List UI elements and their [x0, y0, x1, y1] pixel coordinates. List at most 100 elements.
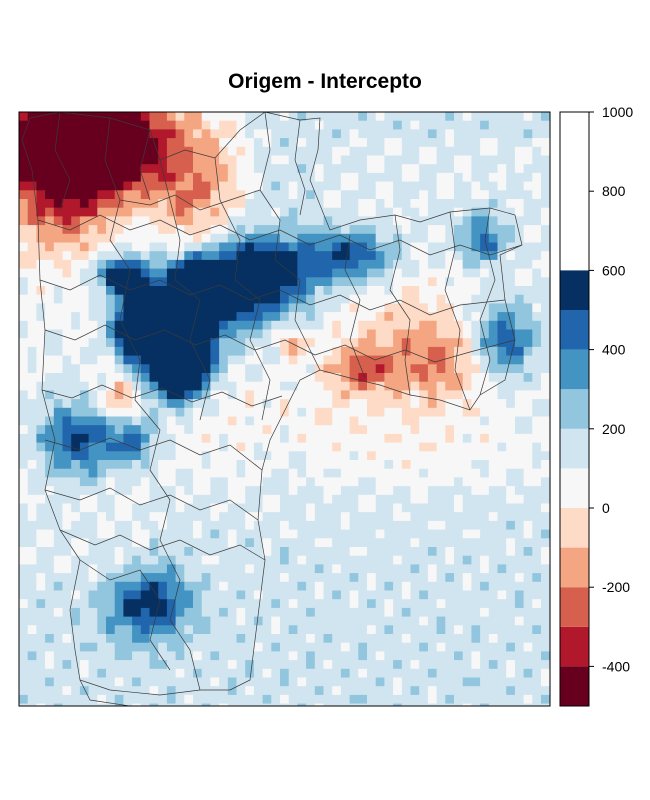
heatmap-cell: [262, 146, 272, 157]
heatmap-cell: [19, 486, 29, 496]
heatmap-cell: [340, 155, 351, 165]
heatmap-cell: [375, 216, 385, 226]
heatmap-cell: [123, 564, 133, 574]
heatmap-cell: [71, 425, 81, 435]
heatmap-cell: [201, 642, 211, 652]
heatmap-cell: [288, 529, 298, 539]
heatmap-cell: [227, 573, 238, 583]
heatmap-cell: [79, 433, 90, 444]
heatmap-cell: [401, 199, 412, 209]
heatmap-cell: [193, 294, 203, 304]
heatmap-cell: [53, 303, 64, 313]
heatmap-cell: [454, 120, 464, 130]
heatmap-cell: [88, 312, 98, 322]
heatmap-cell: [332, 329, 342, 339]
heatmap-cell: [106, 425, 116, 435]
heatmap-cell: [323, 338, 333, 348]
heatmap-cell: [462, 599, 472, 609]
heatmap-cell: [367, 355, 377, 365]
heatmap-cell: [149, 494, 159, 505]
heatmap-cell: [140, 625, 151, 635]
heatmap-cell: [262, 634, 272, 644]
heatmap-cell: [62, 120, 72, 130]
heatmap-cell: [27, 259, 37, 270]
heatmap-cell: [62, 138, 72, 148]
heatmap-cell: [340, 573, 351, 583]
heatmap-cell: [158, 172, 168, 183]
heatmap-cell: [488, 503, 499, 513]
heatmap-cell: [323, 216, 333, 226]
heatmap-cell: [114, 642, 124, 652]
heatmap-cell: [393, 312, 403, 322]
heatmap-cell: [36, 199, 46, 209]
heatmap-cell: [97, 416, 107, 426]
heatmap-cell: [97, 294, 107, 304]
heatmap-cell: [184, 286, 194, 296]
heatmap-cell: [88, 172, 98, 183]
heatmap-cell: [506, 390, 516, 400]
heatmap-cell: [184, 581, 194, 592]
heatmap-cell: [532, 225, 542, 235]
heatmap-cell: [323, 407, 333, 418]
heatmap-cell: [497, 242, 507, 252]
heatmap-cell: [79, 416, 90, 426]
heatmap-cell: [36, 251, 46, 261]
heatmap-cell: [480, 277, 490, 287]
heatmap-cell: [401, 634, 412, 644]
heatmap-cell: [410, 668, 420, 679]
heatmap-cell: [549, 207, 550, 217]
heatmap-cell: [71, 599, 81, 609]
heatmap-cell: [201, 694, 211, 705]
heatmap-cell: [280, 538, 290, 548]
heatmap-cell: [375, 555, 385, 565]
heatmap-cell: [488, 407, 499, 418]
heatmap-cell: [62, 320, 72, 331]
heatmap-cell: [306, 451, 316, 461]
heatmap-cell: [97, 390, 107, 400]
heatmap-cell: [36, 433, 46, 444]
heatmap-cell: [488, 703, 499, 706]
heatmap-cell: [349, 199, 359, 209]
heatmap-cell: [45, 547, 55, 557]
heatmap-cell: [506, 607, 516, 618]
heatmap-cell: [201, 607, 211, 618]
heatmap-cell: [497, 338, 507, 348]
heatmap-cell: [79, 172, 90, 183]
heatmap-cell: [340, 425, 351, 435]
heatmap-cell: [340, 138, 351, 148]
heatmap-cell: [384, 425, 394, 435]
heatmap-cell: [419, 555, 429, 565]
heatmap-cell: [375, 425, 385, 435]
heatmap-cell: [62, 694, 72, 705]
heatmap-cell: [410, 199, 420, 209]
heatmap-cell: [123, 233, 133, 244]
heatmap-cell: [114, 555, 124, 565]
heatmap-cell: [19, 686, 29, 696]
heatmap-cell: [19, 503, 29, 513]
heatmap-cell: [219, 494, 229, 505]
heatmap-cell: [480, 599, 490, 609]
heatmap-cell: [340, 373, 351, 383]
heatmap-cell: [62, 399, 72, 409]
heatmap-cell: [523, 686, 533, 696]
heatmap-cell: [506, 399, 516, 409]
heatmap-cell: [367, 303, 377, 313]
heatmap-cell: [175, 346, 185, 357]
heatmap-cell: [166, 529, 177, 539]
heatmap-cell: [19, 407, 29, 418]
heatmap-cell: [123, 573, 133, 583]
heatmap-cell: [280, 190, 290, 200]
heatmap-cell: [19, 312, 29, 322]
heatmap-cell: [454, 355, 464, 365]
heatmap-cell: [262, 677, 272, 687]
heatmap-cell: [236, 155, 246, 165]
heatmap-cell: [88, 607, 98, 618]
heatmap-cell: [62, 190, 72, 200]
heatmap-cell: [210, 607, 220, 618]
heatmap-cell: [314, 233, 325, 244]
heatmap-cell: [532, 468, 542, 478]
district-borders: [21, 112, 523, 706]
heatmap-cell: [280, 660, 290, 670]
heatmap-cell: [427, 120, 438, 130]
heatmap-cell: [245, 529, 255, 539]
